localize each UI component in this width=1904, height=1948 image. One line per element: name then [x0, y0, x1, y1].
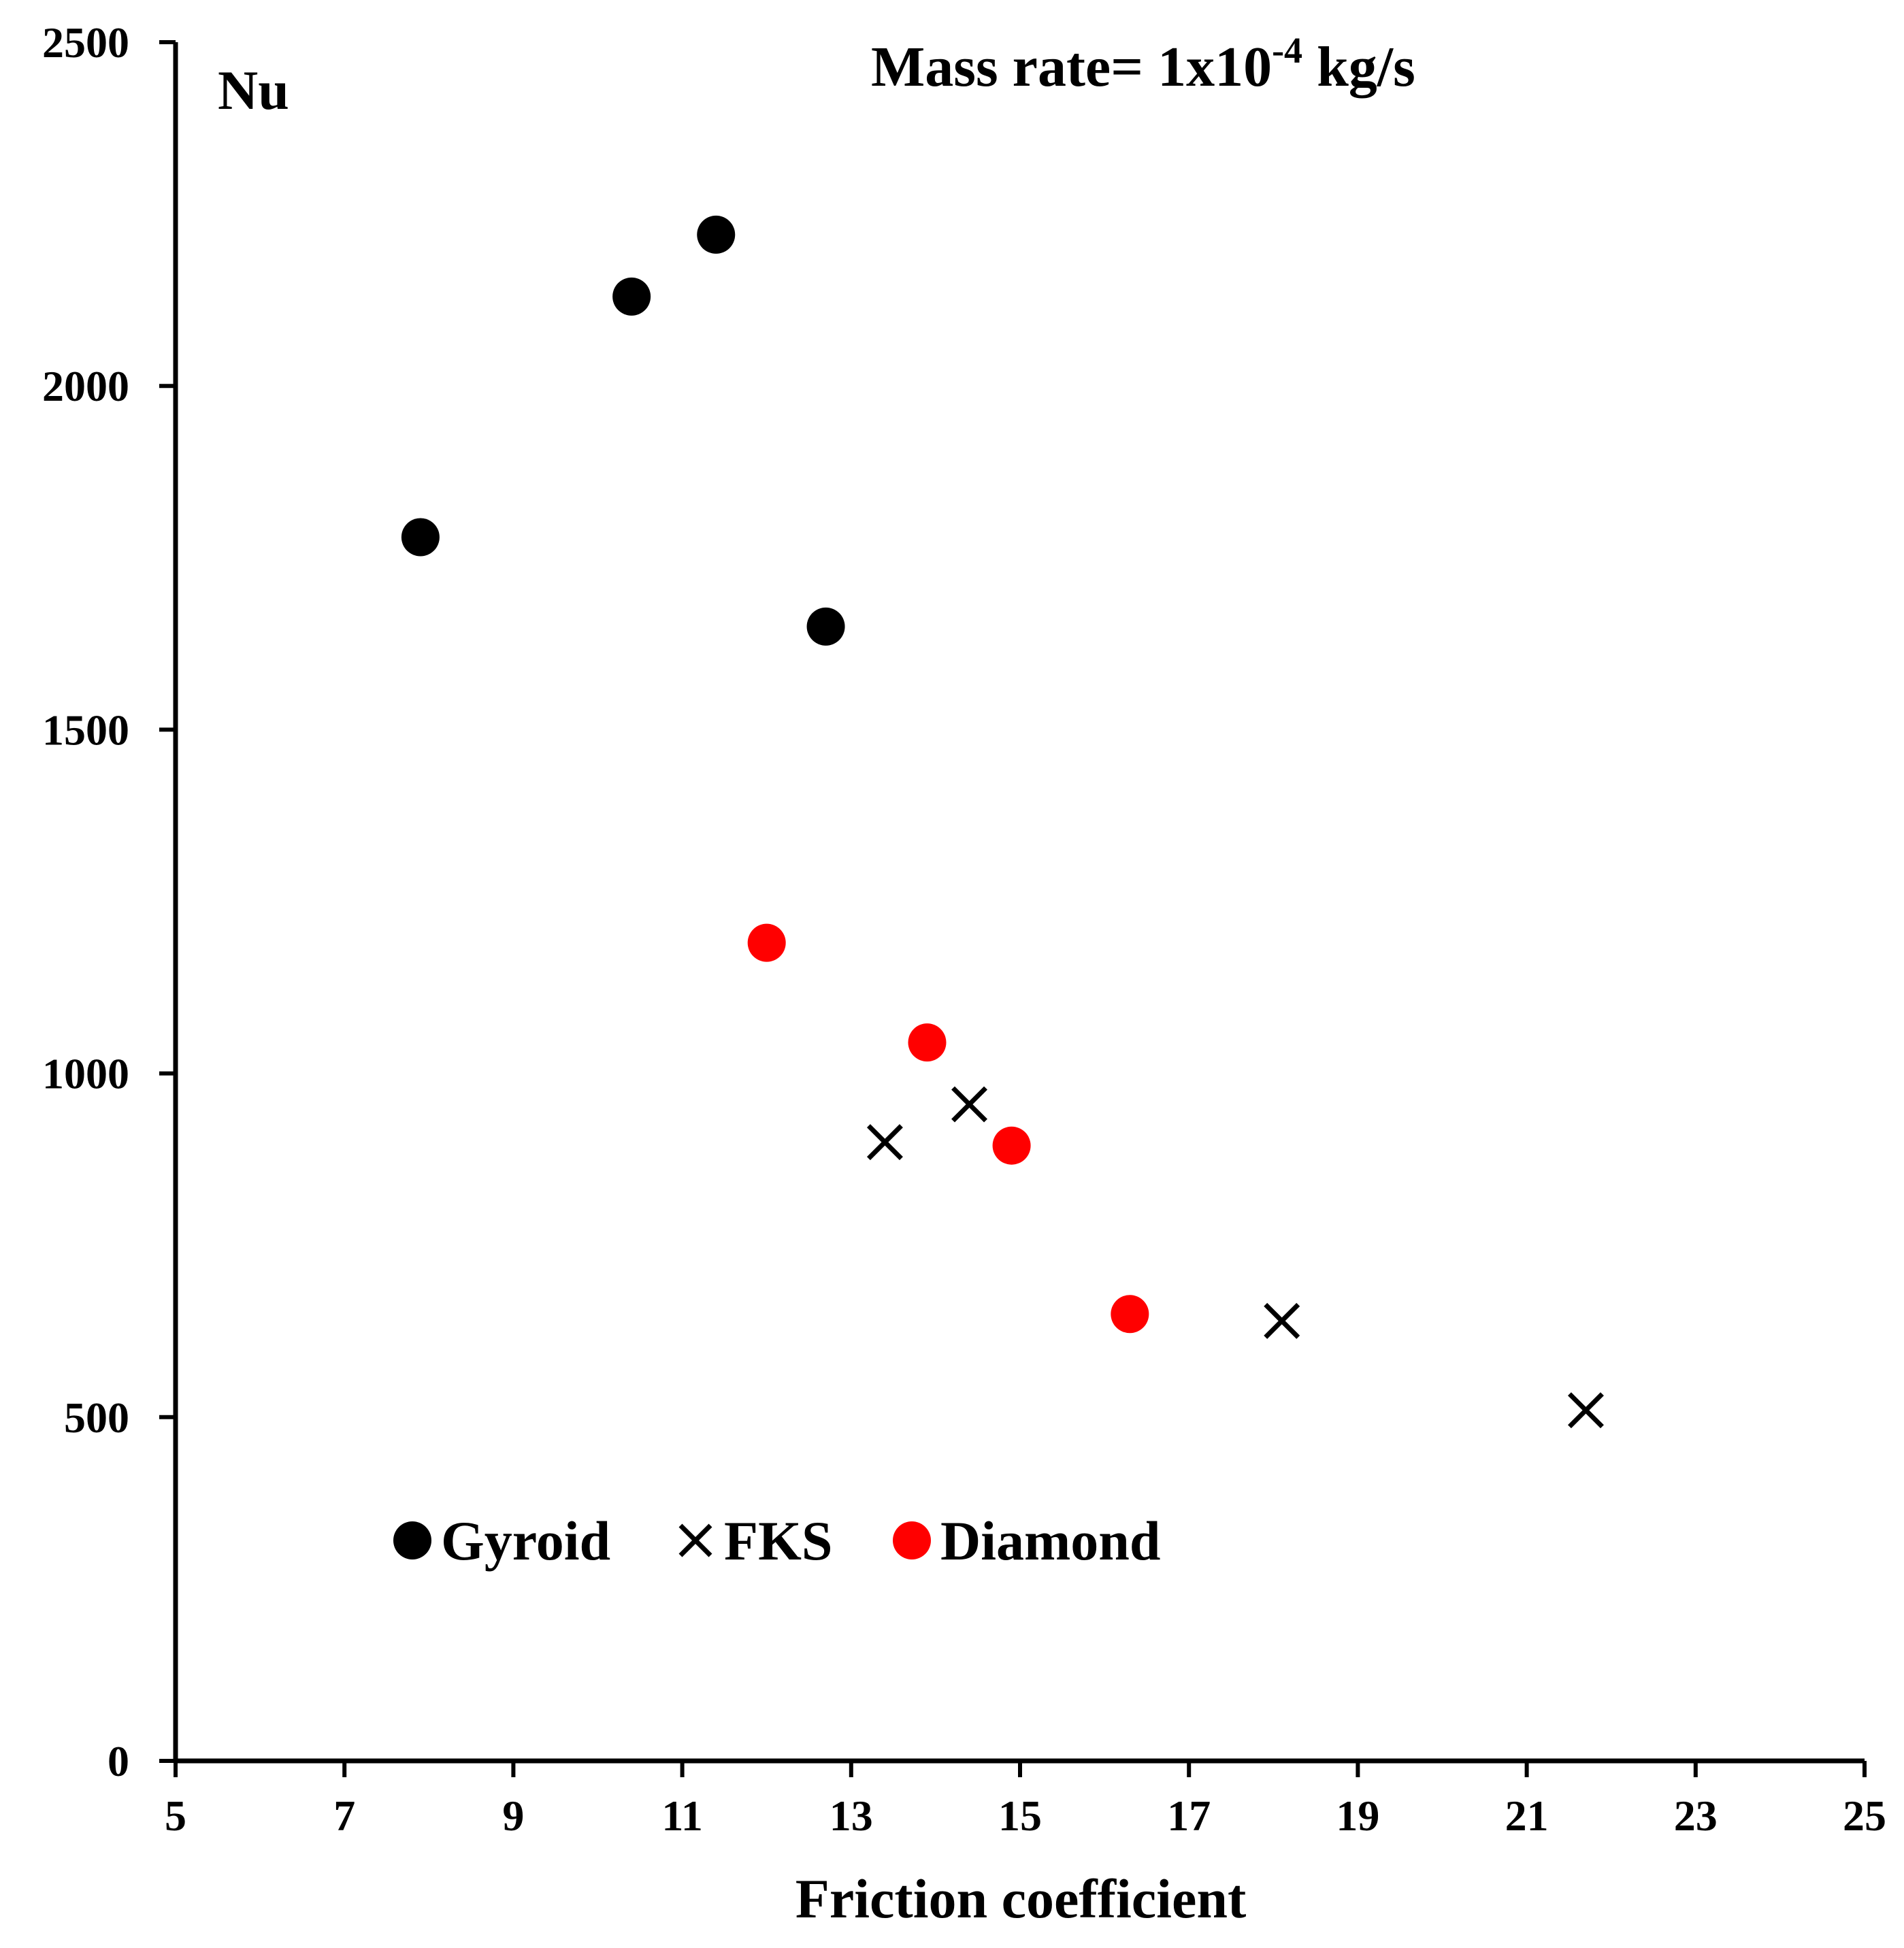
x-axis-title: Friction coefficient — [795, 1868, 1247, 1930]
x-tick-labels: 5 7 9 11 13 15 17 19 21 23 25 — [165, 1792, 1886, 1840]
x-tick-label: 13 — [830, 1792, 873, 1840]
fks-point — [1264, 1302, 1300, 1339]
x-tick-label: 23 — [1674, 1792, 1718, 1840]
fks-point — [1567, 1392, 1604, 1429]
y-tick-label: 0 — [108, 1737, 129, 1785]
annotation-prefix: Mass rate= 1x10 — [871, 35, 1272, 99]
x-tick-label: 25 — [1843, 1792, 1886, 1840]
y-tick-label: 1000 — [42, 1050, 129, 1098]
diamond-point — [908, 1023, 947, 1062]
legend-diamond-label: Diamond — [940, 1510, 1161, 1572]
legend-gyroid-marker — [393, 1521, 431, 1559]
x-tick-label: 17 — [1167, 1792, 1211, 1840]
gyroid-point — [806, 607, 845, 646]
legend-fks-label: FKS — [724, 1510, 832, 1572]
diamond-point — [747, 923, 786, 962]
y-tick-labels: 0 500 1000 1500 2000 2500 — [42, 18, 129, 1785]
gyroid-point — [697, 215, 736, 254]
fks-point — [951, 1086, 988, 1123]
x-tick-label: 9 — [502, 1792, 524, 1840]
legend: Gyroid FKS Diamond — [393, 1510, 1161, 1572]
diamond-point — [1111, 1295, 1149, 1334]
x-tick-label: 19 — [1336, 1792, 1379, 1840]
tick-marks — [159, 40, 1867, 1777]
annotation-suffix: kg/s — [1302, 35, 1415, 99]
x-tick-label: 11 — [661, 1792, 702, 1840]
axes — [173, 42, 1865, 1764]
mass-rate-annotation: Mass rate= 1x10-4 kg/s — [871, 30, 1415, 99]
annotation-superscript: -4 — [1272, 30, 1302, 71]
y-tick-label: 1500 — [42, 706, 129, 754]
y-tick-label: 2000 — [42, 362, 129, 410]
diamond-point — [992, 1126, 1031, 1165]
data-points — [401, 215, 1604, 1429]
x-tick-label: 5 — [165, 1792, 186, 1840]
gyroid-point — [401, 518, 440, 557]
legend-diamond-marker — [893, 1521, 931, 1559]
fks-point — [866, 1124, 903, 1161]
gyroid-point — [612, 277, 651, 316]
x-tick-label: 15 — [998, 1792, 1042, 1840]
y-tick-label: 500 — [64, 1393, 129, 1442]
y-tick-label: 2500 — [42, 18, 129, 67]
y-axis-title: Nu — [218, 59, 289, 121]
legend-gyroid-label: Gyroid — [441, 1510, 610, 1572]
legend-fks-marker — [678, 1523, 712, 1557]
x-tick-label: 7 — [333, 1792, 355, 1840]
x-tick-label: 21 — [1505, 1792, 1549, 1840]
